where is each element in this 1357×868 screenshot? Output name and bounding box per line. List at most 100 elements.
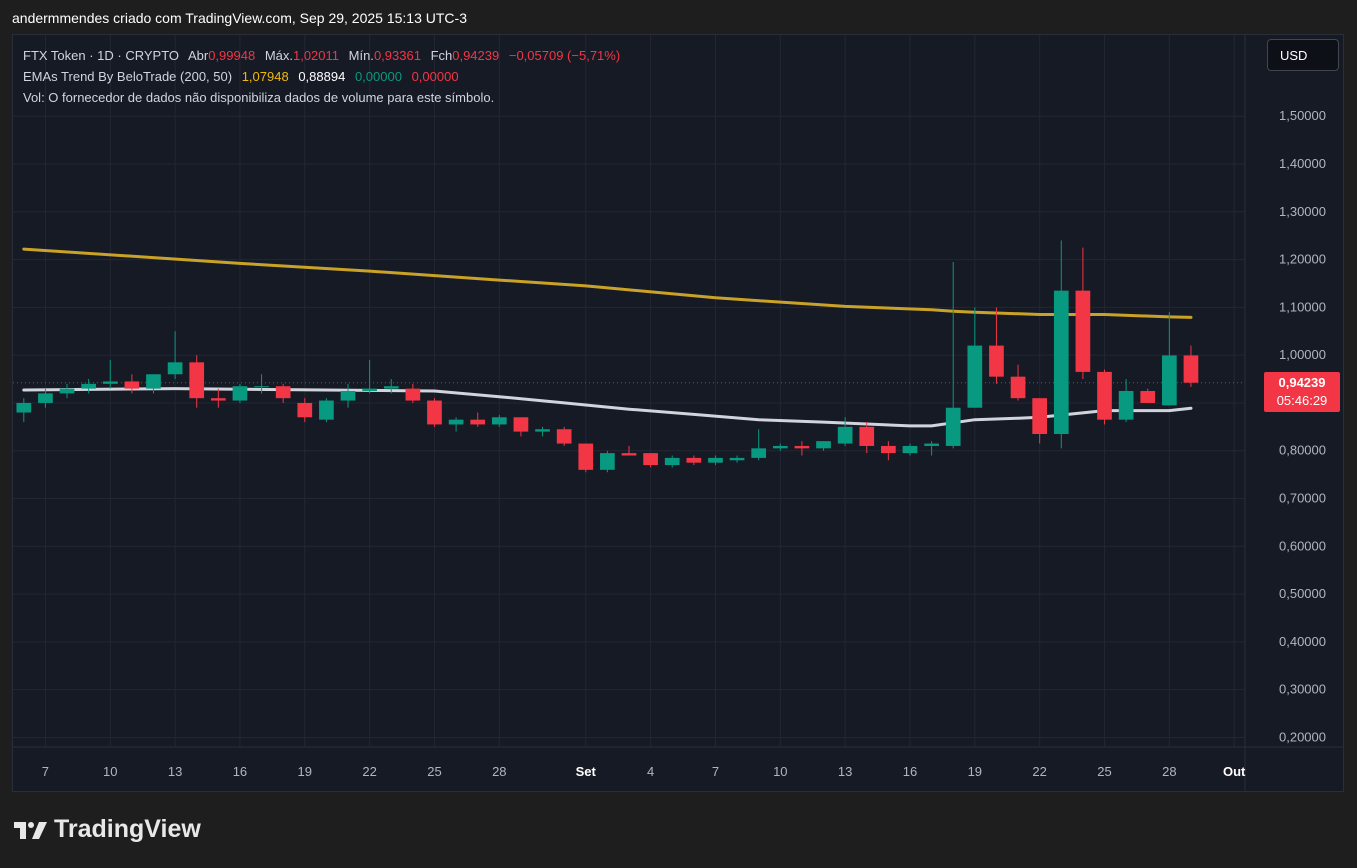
candle[interactable] — [1053, 240, 1069, 449]
candle[interactable] — [643, 453, 658, 468]
candle-body — [340, 391, 356, 401]
candle[interactable] — [491, 414, 507, 427]
x-tick-label: 22 — [362, 764, 376, 779]
candle[interactable] — [146, 374, 161, 394]
candle-body — [146, 374, 161, 389]
volume-note: Vol: O fornecedor de dados não disponibi… — [23, 90, 495, 105]
candle-body — [1053, 290, 1069, 435]
candle-body — [1097, 371, 1112, 420]
ema-indicator-name[interactable]: EMAs Trend By BeloTrade (200, 50) — [23, 69, 233, 84]
candle[interactable] — [535, 426, 550, 437]
candle[interactable] — [1162, 312, 1177, 406]
candle[interactable] — [556, 426, 572, 446]
candle[interactable] — [81, 379, 96, 394]
tradingview-logo[interactable]: TradingView — [14, 815, 201, 844]
x-tick-label: 13 — [168, 764, 182, 779]
candle[interactable] — [448, 417, 464, 432]
candle-body — [427, 400, 442, 425]
candle[interactable] — [881, 441, 896, 461]
candle[interactable] — [1010, 364, 1026, 401]
candle-body — [881, 445, 896, 454]
candle-body — [1140, 391, 1156, 403]
symbol-legend-row[interactable]: FTX Token · 1D · CRYPTO Abr0,99948 Máx.1… — [23, 45, 620, 66]
candle[interactable] — [427, 398, 442, 427]
price-chart[interactable]: 1,50000 1,40000 1,30000 1,20000 1,10000 1,000… — [13, 35, 1343, 791]
candle[interactable] — [859, 422, 875, 454]
candle[interactable] — [1183, 345, 1199, 387]
candle[interactable] — [102, 359, 118, 389]
candle-body — [794, 445, 810, 449]
candle[interactable] — [1118, 379, 1134, 423]
candle[interactable] — [837, 417, 853, 446]
candle[interactable] — [1075, 247, 1091, 380]
x-tick-label: Out — [1223, 764, 1246, 779]
x-tick-label: 10 — [103, 764, 117, 779]
candle[interactable] — [513, 417, 529, 437]
ema50-value: 0,88894 — [298, 69, 346, 84]
bar-countdown: 05:46:29 — [1276, 393, 1328, 408]
candle-body — [535, 429, 550, 432]
candle[interactable] — [1032, 398, 1048, 444]
candle[interactable] — [578, 443, 594, 473]
candle[interactable] — [1140, 388, 1156, 403]
candle[interactable] — [383, 379, 399, 394]
x-tick-label: Set — [576, 764, 597, 779]
symbol-name[interactable]: FTX Token · 1D · CRYPTO — [23, 48, 180, 63]
candle[interactable] — [319, 398, 334, 423]
x-tick-label: 19 — [298, 764, 312, 779]
candle[interactable] — [686, 455, 702, 466]
candle[interactable] — [16, 398, 32, 423]
low-label: Mín. — [348, 48, 374, 63]
candle[interactable] — [989, 307, 1004, 384]
candle-body — [16, 402, 32, 413]
candle[interactable] — [664, 455, 680, 468]
candle[interactable] — [275, 383, 291, 403]
candle-body — [708, 457, 723, 463]
candle[interactable] — [945, 261, 961, 449]
candle[interactable] — [772, 443, 788, 451]
ema-value-4: 0,00000 — [411, 69, 459, 84]
candle[interactable] — [729, 455, 745, 463]
candle[interactable] — [902, 443, 918, 456]
candle[interactable] — [189, 355, 205, 408]
ema200-line — [22, 247, 1193, 319]
candle-body — [81, 383, 96, 389]
x-tick-label: 19 — [968, 764, 982, 779]
y-tick-label: 0,40000 — [1279, 634, 1326, 649]
candle[interactable] — [362, 359, 377, 394]
candle[interactable] — [124, 374, 140, 394]
y-tick-label: 0,60000 — [1279, 538, 1326, 553]
candle[interactable] — [794, 441, 810, 456]
candle[interactable] — [470, 412, 486, 427]
candle[interactable] — [751, 429, 767, 461]
last-price-tag: 0,94239 05:46:29 — [1264, 372, 1340, 412]
candle-body — [124, 381, 140, 389]
candle[interactable] — [340, 383, 356, 408]
candle[interactable] — [1097, 369, 1112, 425]
y-tick-label: 1,50000 — [1279, 108, 1326, 123]
candle[interactable] — [59, 383, 75, 399]
volume-legend-row: Vol: O fornecedor de dados não disponibi… — [23, 87, 620, 108]
close-label: Fch — [430, 48, 453, 63]
candle[interactable] — [621, 445, 637, 456]
candle[interactable] — [232, 383, 248, 403]
candle[interactable] — [254, 374, 269, 394]
candle[interactable] — [167, 331, 183, 380]
candle[interactable] — [924, 441, 939, 456]
chart-panel[interactable]: 1,50000 1,40000 1,30000 1,20000 1,10000 1,000… — [12, 34, 1344, 792]
brand-name: TradingView — [54, 815, 201, 843]
candle[interactable] — [816, 441, 831, 451]
candle[interactable] — [38, 388, 53, 408]
candle[interactable] — [405, 383, 421, 403]
candle[interactable] — [600, 450, 615, 473]
candle[interactable] — [967, 307, 983, 408]
ema-legend-row[interactable]: EMAs Trend By BeloTrade (200, 50) 1,0794… — [23, 66, 620, 87]
candle[interactable] — [708, 455, 723, 466]
x-tick-label: 16 — [233, 764, 247, 779]
currency-button[interactable]: USD — [1267, 39, 1339, 71]
x-tick-label: 16 — [903, 764, 917, 779]
candle[interactable] — [210, 388, 226, 408]
y-tick-label: 0,50000 — [1279, 586, 1326, 601]
candle-body — [643, 453, 658, 466]
candle[interactable] — [297, 398, 313, 423]
